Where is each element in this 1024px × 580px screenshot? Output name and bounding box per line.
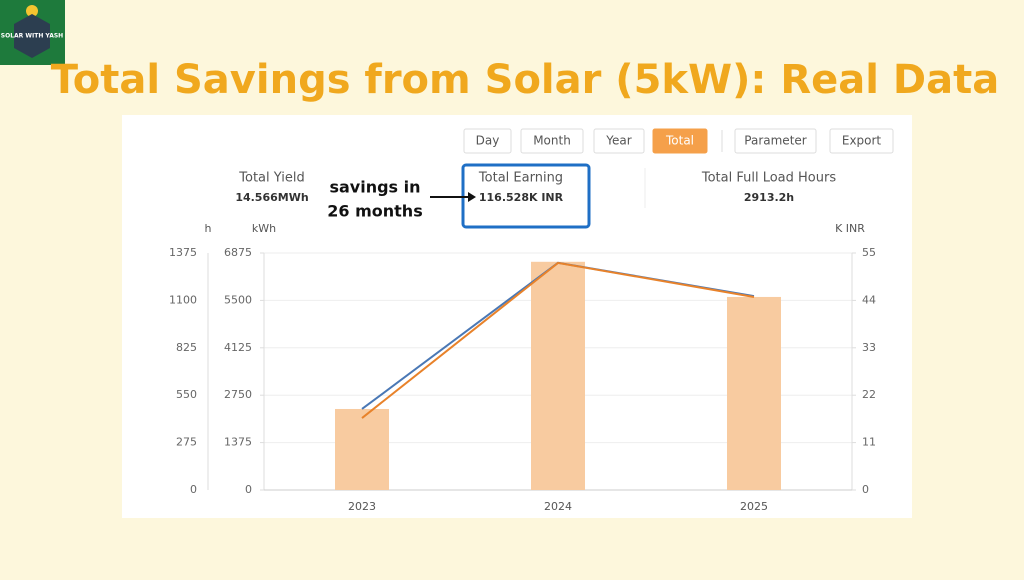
axis-title: h — [205, 222, 212, 235]
tab[interactable] — [593, 128, 645, 154]
tab-label: Day — [476, 134, 500, 148]
x-tick-label: 2025 — [740, 500, 768, 513]
y2-tick-label: 22 — [862, 388, 876, 401]
y3-tick-label: 2750 — [224, 388, 252, 401]
y-tick-label: 550 — [176, 388, 197, 401]
x-tick-label: 2023 — [348, 500, 376, 513]
tab[interactable] — [520, 128, 584, 154]
axis-title: kWh — [252, 222, 276, 235]
axis-title: K INR — [835, 222, 865, 235]
stat-value: 2913.2h — [744, 191, 794, 204]
y-tick-label: 825 — [176, 341, 197, 354]
x-tick-label: 2024 — [544, 500, 572, 513]
y3-tick-label: 1375 — [224, 436, 252, 449]
button-label: Parameter — [744, 134, 806, 148]
tab[interactable] — [463, 128, 512, 154]
stat-label: Total Full Load Hours — [701, 171, 836, 186]
stat-value: 14.566MWh — [235, 191, 308, 204]
stat-value: 116.528K INR — [479, 191, 564, 204]
bar — [335, 408, 389, 490]
y3-tick-label: 6875 — [224, 246, 252, 259]
y3-tick-label: 0 — [245, 483, 252, 496]
tab-label: Year — [605, 134, 631, 148]
y2-tick-label: 33 — [862, 341, 876, 354]
y2-tick-label: 55 — [862, 246, 876, 259]
tab-label: Month — [533, 134, 571, 148]
bar — [531, 261, 585, 490]
tab-bar: Day Month Year Total Parameter Export — [463, 128, 894, 154]
chart: h kWh K INR0275550825110013750137527504125… — [169, 222, 876, 513]
y2-tick-label: 0 — [862, 483, 869, 496]
logo-sun — [26, 5, 38, 17]
stat-label: Total Earning — [478, 171, 563, 186]
y-tick-label: 1100 — [169, 293, 197, 306]
annotation: 26 months — [327, 202, 422, 221]
y3-tick-label: 5500 — [224, 293, 252, 306]
logo-text: SOLAR WITH YASH — [1, 33, 63, 40]
tab-label: Total — [665, 134, 694, 148]
button-label: Export — [842, 134, 882, 148]
annotation: savings in — [329, 178, 420, 197]
arrow-head — [468, 192, 476, 202]
title: Total Savings from Solar (5kW): Real Dat… — [51, 57, 999, 103]
stat-label: Total Yield — [238, 171, 304, 186]
line — [361, 261, 755, 419]
bar — [727, 296, 781, 490]
button[interactable] — [734, 128, 817, 154]
tab[interactable] — [652, 128, 708, 154]
y-tick-label: 0 — [190, 483, 197, 496]
y2-tick-label: 11 — [862, 436, 876, 449]
y2-tick-label: 44 — [862, 293, 876, 306]
y3-tick-label: 4125 — [224, 341, 252, 354]
button[interactable] — [829, 128, 894, 154]
logo-badge — [14, 14, 50, 58]
y-tick-label: 1375 — [169, 246, 197, 259]
y-tick-label: 275 — [176, 436, 197, 449]
